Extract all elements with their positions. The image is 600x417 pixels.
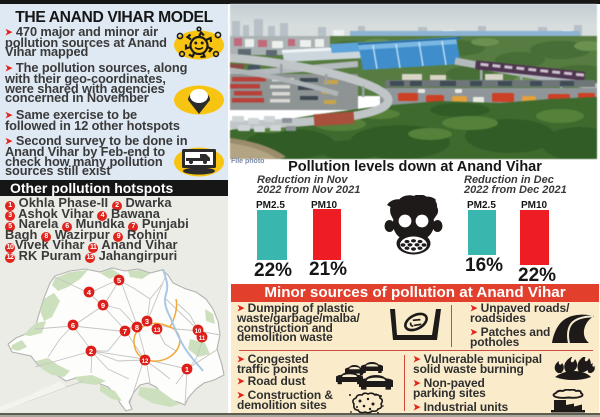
svg-text:9: 9 [101, 301, 105, 310]
svg-text:13: 13 [154, 328, 161, 334]
svg-text:7: 7 [123, 327, 127, 336]
svg-text:12: 12 [142, 359, 149, 365]
svg-text:2: 2 [89, 347, 93, 356]
svg-text:5: 5 [117, 276, 121, 285]
svg-text:1: 1 [185, 365, 189, 374]
svg-text:6: 6 [71, 321, 75, 330]
svg-text:10: 10 [195, 329, 202, 335]
svg-text:3: 3 [145, 317, 149, 326]
svg-text:8: 8 [135, 323, 139, 332]
svg-text:11: 11 [199, 336, 206, 342]
svg-text:4: 4 [87, 288, 92, 297]
